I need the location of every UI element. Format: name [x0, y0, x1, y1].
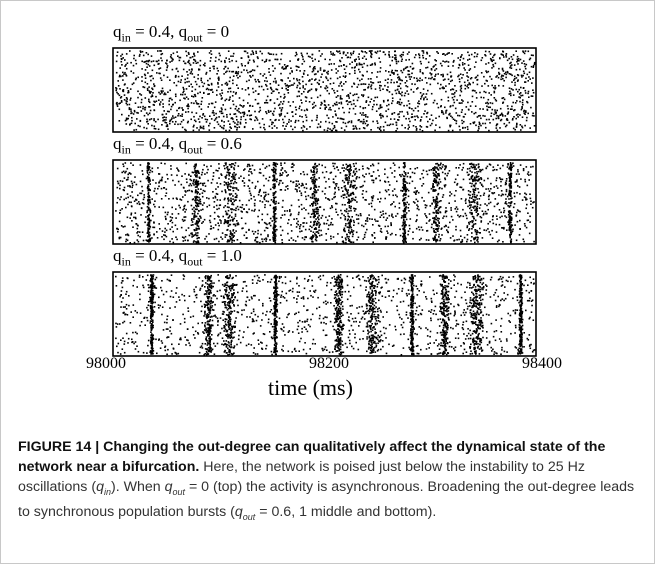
raster-panel-bottom: [112, 271, 537, 357]
panel-label-middle: qin = 0.4, qout = 0.6: [113, 134, 242, 157]
raster-frame: [112, 159, 537, 245]
raster-panel-middle: [112, 159, 537, 245]
raster-frame: [112, 271, 537, 357]
x-tick-98000: 98000: [86, 355, 126, 372]
x-axis-label: time (ms): [268, 375, 353, 400]
panel-label-top: qin = 0.4, qout = 0: [113, 22, 230, 45]
panel-label-bottom: qin = 0.4, qout = 1.0: [113, 246, 242, 269]
raster-panel-top: [112, 47, 537, 133]
raster-frame: [112, 47, 537, 133]
raster-plot: [112, 47, 537, 357]
x-tick-98200: 98200: [309, 355, 349, 372]
x-tick-98400: 98400: [522, 355, 562, 372]
figure-caption-title: FIGURE 14 | Changing the out-degree can …: [18, 439, 606, 475]
figure-caption: FIGURE 14 | Changing the out-degree can …: [18, 439, 635, 522]
